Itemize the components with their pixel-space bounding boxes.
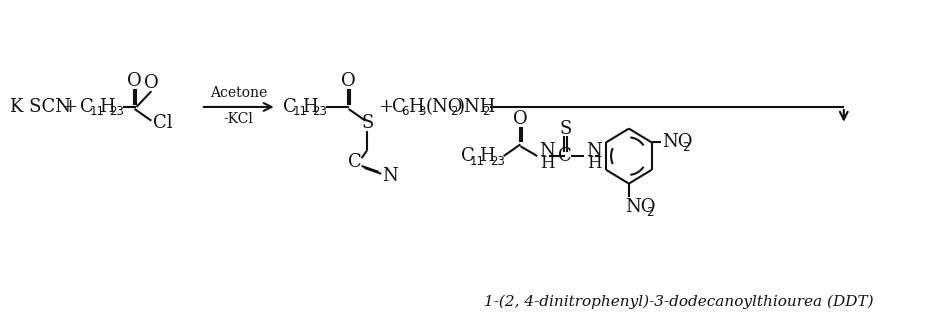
- Text: 23: 23: [489, 155, 504, 168]
- Text: O: O: [513, 110, 528, 128]
- Text: 6: 6: [400, 105, 408, 118]
- Text: N: N: [381, 167, 397, 185]
- Text: -KCl: -KCl: [224, 112, 253, 126]
- Text: S: S: [361, 114, 373, 132]
- Text: C: C: [80, 98, 94, 116]
- Text: 2: 2: [645, 206, 652, 219]
- Text: O: O: [127, 72, 142, 90]
- Text: 11: 11: [90, 105, 105, 118]
- Text: 11: 11: [292, 105, 307, 118]
- Text: 11: 11: [469, 155, 484, 168]
- Text: H: H: [99, 98, 114, 116]
- Text: O: O: [143, 75, 159, 92]
- Text: C: C: [460, 147, 474, 165]
- Text: Acetone: Acetone: [210, 86, 267, 100]
- Text: 2: 2: [682, 141, 689, 154]
- Text: H: H: [540, 156, 554, 172]
- Text: N: N: [585, 142, 601, 160]
- Text: O: O: [341, 72, 356, 90]
- Text: Cl: Cl: [153, 114, 173, 132]
- Text: K SCN: K SCN: [10, 98, 71, 116]
- Text: 3: 3: [418, 105, 426, 118]
- Text: H: H: [586, 156, 600, 172]
- Text: N: N: [539, 142, 554, 160]
- Text: +: +: [62, 98, 77, 116]
- Text: +: +: [378, 98, 393, 116]
- Text: (NO: (NO: [426, 98, 464, 116]
- Text: H: H: [408, 98, 424, 116]
- Text: C: C: [558, 147, 572, 165]
- Text: 23: 23: [110, 105, 124, 118]
- Text: 1-(2, 4-dinitrophenyl)-3-dodecanoylthiourea (DDT): 1-(2, 4-dinitrophenyl)-3-dodecanoylthiou…: [483, 295, 872, 309]
- Text: H: H: [301, 98, 317, 116]
- Text: 23: 23: [312, 105, 327, 118]
- Text: 2: 2: [450, 105, 458, 118]
- Text: )NH: )NH: [458, 98, 496, 116]
- Text: NO: NO: [625, 198, 655, 216]
- Text: NO: NO: [661, 133, 692, 151]
- Text: C: C: [347, 153, 362, 171]
- Text: C: C: [283, 98, 296, 116]
- Text: S: S: [559, 120, 571, 138]
- Text: H: H: [479, 147, 495, 165]
- Text: 2: 2: [481, 105, 489, 118]
- Text: C: C: [391, 98, 405, 116]
